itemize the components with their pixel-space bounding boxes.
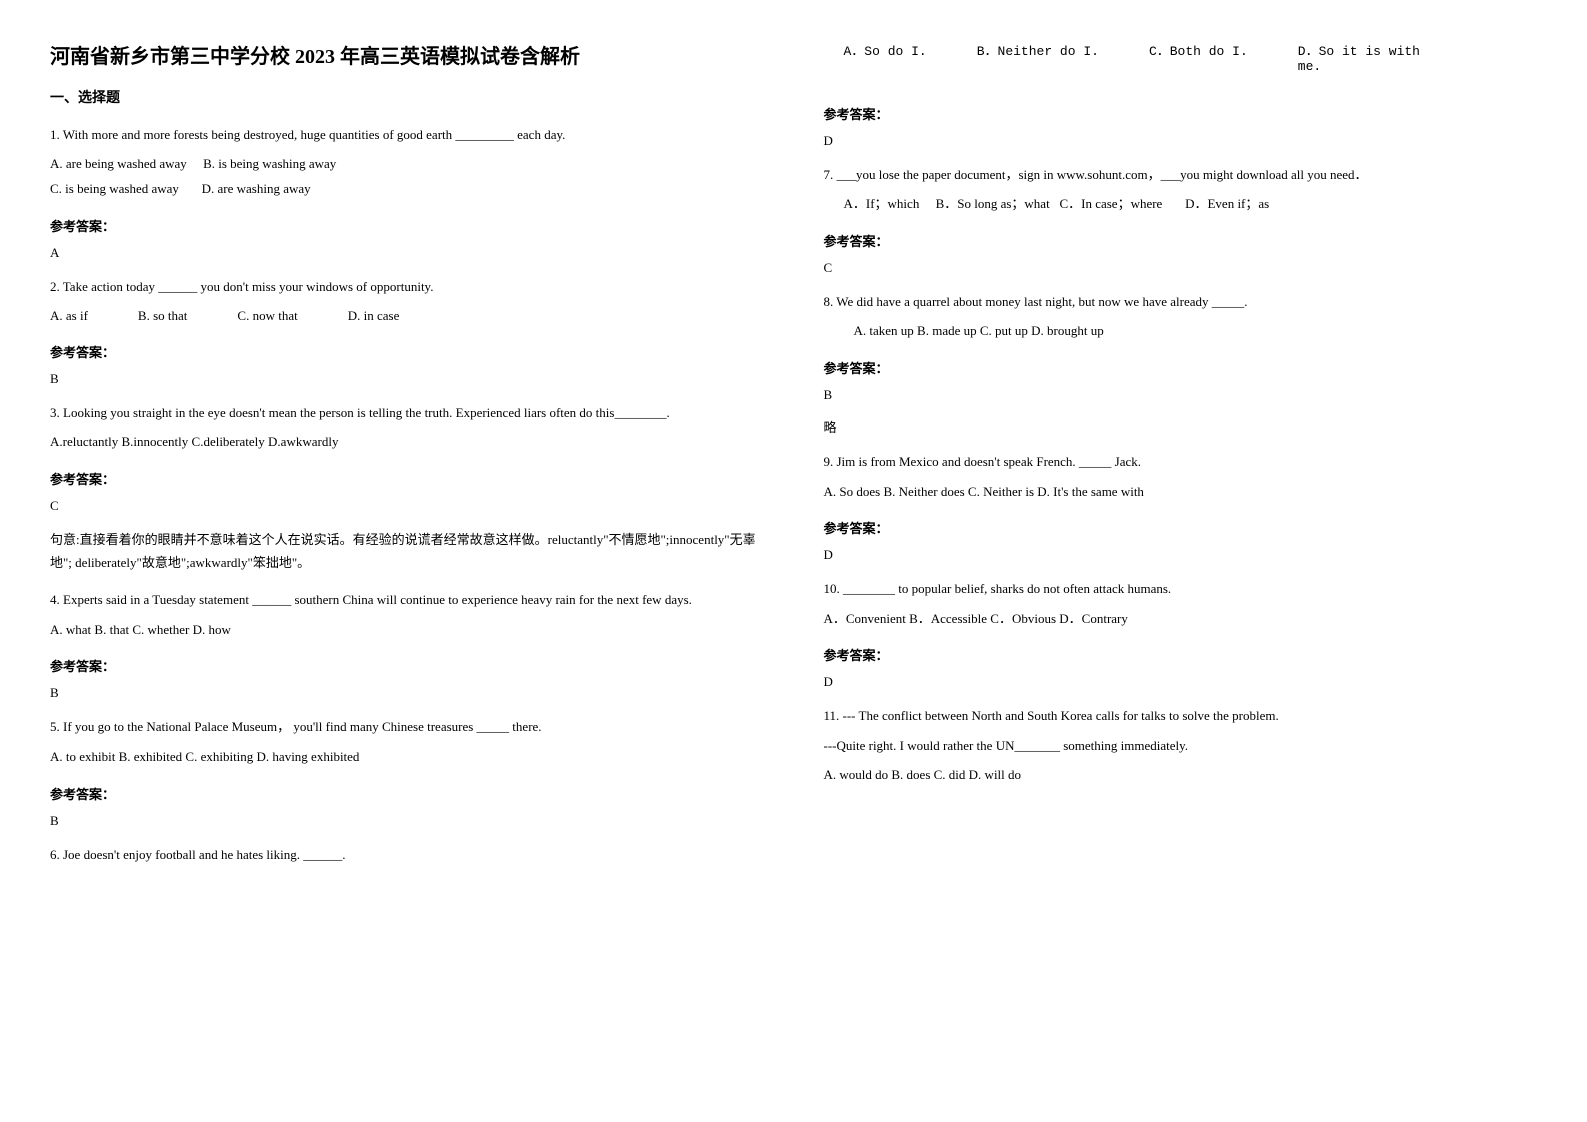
q1-optD: D. are washing away [202,181,311,196]
q7-answer: C [824,260,1538,276]
q9-answer: D [824,547,1538,563]
q11-options: A. would do B. does C. did D. will do [824,763,1538,788]
answer-label-2: 参考答案： [50,342,764,361]
q6-optB: B．Neither do I. [977,40,1099,74]
q5-options: A. to exhibit B. exhibited C. exhibiting… [50,745,764,770]
q5-answer: B [50,813,764,829]
q6-options-top: A．So do I. B．Neither do I. C．Both do I. … [824,40,1538,74]
q6-optD: D．So it is with [1298,40,1420,59]
q2-optC: C. now that [237,304,297,327]
q3-answer: C [50,498,764,514]
q1-answer: A [50,245,764,261]
q2-options: A. as if B. so that C. now that D. in ca… [50,304,764,327]
answer-label-1: 参考答案： [50,216,764,235]
q9-text: 9. Jim is from Mexico and doesn't speak … [824,450,1538,473]
answer-label-3: 参考答案： [50,469,764,488]
q1-optA: A. are being washed away [50,156,187,171]
question-9: 9. Jim is from Mexico and doesn't speak … [824,450,1538,504]
q10-options: A．Convenient B．Accessible C．Obvious D．Co… [824,607,1538,632]
q8-answer: B [824,387,1538,403]
q2-optD: D. in case [348,304,400,327]
left-column: 河南省新乡市第三中学分校 2023 年高三英语模拟试卷含解析 一、选择题 1. … [50,40,764,880]
q9-options: A. So does B. Neither does C. Neither is… [824,480,1538,505]
answer-label-5: 参考答案： [50,784,764,803]
page-title: 河南省新乡市第三中学分校 2023 年高三英语模拟试卷含解析 [50,40,764,69]
q2-optA: A. as if [50,304,88,327]
q3-options: A.reluctantly B.innocently C.deliberatel… [50,430,764,455]
q10-text: 10. ________ to popular belief, sharks d… [824,577,1538,600]
q8-text: 8. We did have a quarrel about money las… [824,290,1538,313]
question-1: 1. With more and more forests being dest… [50,123,764,202]
question-6: 6. Joe doesn't enjoy football and he hat… [50,843,764,866]
q10-answer: D [824,674,1538,690]
q1-optB: B. is being washing away [203,156,336,171]
question-2: 2. Take action today ______ you don't mi… [50,275,764,328]
q11-text2: ---Quite right. I would rather the UN___… [824,734,1538,757]
question-10: 10. ________ to popular belief, sharks d… [824,577,1538,631]
q6-text: 6. Joe doesn't enjoy football and he hat… [50,843,764,866]
question-5: 5. If you go to the National Palace Muse… [50,715,764,769]
q7-text: 7. ___you lose the paper document，sign i… [824,163,1538,186]
question-3: 3. Looking you straight in the eye doesn… [50,401,764,455]
section-header: 一、选择题 [50,87,764,107]
question-7: 7. ___you lose the paper document，sign i… [824,163,1538,217]
answer-label-8: 参考答案： [824,358,1538,377]
q1-options2: C. is being washed away D. are washing a… [50,177,764,202]
q8-options: A. taken up B. made up C. put up D. brou… [824,319,1538,344]
q2-optB: B. so that [138,304,187,327]
q1-text: 1. With more and more forests being dest… [50,123,764,146]
q4-text: 4. Experts said in a Tuesday statement _… [50,588,764,611]
answer-label-9: 参考答案： [824,518,1538,537]
q7-optC: C．In case；where [1059,196,1162,211]
q2-answer: B [50,371,764,387]
q6-optD2: me. [1298,59,1420,74]
question-4: 4. Experts said in a Tuesday statement _… [50,588,764,642]
q6-optA: A．So do I. [844,40,927,74]
q7-optB: B．So long as；what [936,196,1050,211]
q7-options: A．If；which B．So long as；what C．In case；w… [824,192,1538,217]
q4-answer: B [50,685,764,701]
q6-optD-wrap: D．So it is with me. [1298,40,1420,74]
q5-text: 5. If you go to the National Palace Muse… [50,715,764,738]
q3-text: 3. Looking you straight in the eye doesn… [50,401,764,424]
answer-label-4: 参考答案： [50,656,764,675]
q4-options: A. what B. that C. whether D. how [50,618,764,643]
q8-note: 略 [824,417,1538,436]
question-8: 8. We did have a quarrel about money las… [824,290,1538,344]
q7-optD: D．Even if；as [1185,196,1269,211]
q2-text: 2. Take action today ______ you don't mi… [50,275,764,298]
question-11: 11. --- The conflict between North and S… [824,704,1538,787]
q1-optC: C. is being washed away [50,181,179,196]
q11-text1: 11. --- The conflict between North and S… [824,704,1538,727]
q6-optC: C．Both do I. [1149,40,1248,74]
answer-label-10: 参考答案： [824,645,1538,664]
q3-explain: 句意:直接看着你的眼睛并不意味着这个人在说实话。有经验的说谎者经常故意这样做。r… [50,528,764,575]
answer-label-7: 参考答案： [824,231,1538,250]
q1-options: A. are being washed away B. is being was… [50,152,764,177]
answer-label-6: 参考答案： [824,104,1538,123]
q6-answer: D [824,133,1538,149]
right-column: A．So do I. B．Neither do I. C．Both do I. … [824,40,1538,880]
q7-optA: A．If；which [844,196,920,211]
